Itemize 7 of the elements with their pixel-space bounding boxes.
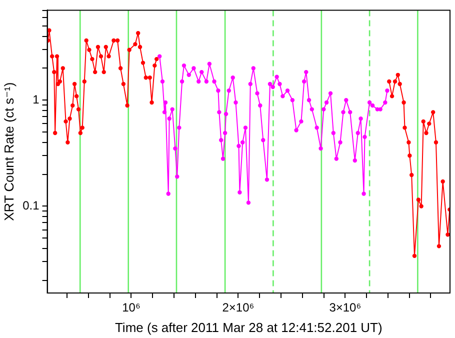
x-axis-title: Time (s after 2011 Mar 28 at 12:41:52.201 UT) — [114, 320, 382, 335]
x-tick-label: 2×10⁶ — [222, 300, 254, 315]
x-tick-label: 10⁶ — [122, 300, 140, 315]
y-tick-label: 1 — [32, 92, 40, 106]
y-axis-title: XRT Count Rate (ct s⁻¹) — [1, 82, 16, 221]
y-tick-label: 0.1 — [22, 198, 40, 213]
x-tick-label: 3×10⁶ — [329, 300, 362, 315]
